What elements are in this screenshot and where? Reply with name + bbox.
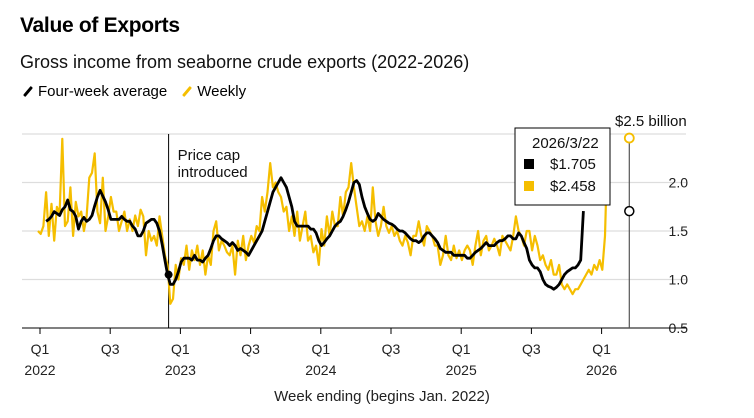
y-tick-label: 1.5 — [669, 223, 689, 239]
x-tick-label-year: 2024 — [305, 362, 336, 378]
y-tick-label: 1.0 — [669, 272, 689, 288]
price-cap-label-line1: Price cap — [178, 147, 241, 164]
price-cap-point — [164, 270, 173, 279]
legend-item-average: Four-week average — [20, 83, 167, 100]
x-tick-label-quarter: Q1 — [171, 341, 190, 357]
tooltip-average-value: $1.705 — [550, 156, 596, 173]
x-tick-label-quarter: Q1 — [31, 341, 50, 357]
x-tick-label-year: 2025 — [446, 362, 477, 378]
tooltip-swatch-average — [524, 159, 534, 169]
x-tick-label-quarter: Q3 — [241, 341, 260, 357]
chart-subtitle: Gross income from seaborne crude exports… — [20, 52, 470, 72]
x-tick-label-year: 2023 — [165, 362, 196, 378]
tooltip-date: 2026/3/22 — [532, 135, 599, 152]
legend-label-average: Four-week average — [38, 83, 168, 100]
x-tick-label-quarter: Q1 — [592, 341, 611, 357]
y-tick-label: 2.0 — [669, 175, 689, 191]
chart-title: Value of Exports — [20, 14, 180, 37]
legend: Four-week average Weekly — [20, 83, 252, 100]
price-cap-label-line2: introduced — [178, 164, 248, 181]
hover-point-weekly — [623, 132, 635, 144]
x-tick-label-quarter: Q3 — [522, 341, 541, 357]
x-axis-title: Week ending (begins Jan. 2022) — [274, 388, 490, 405]
series-average-line — [45, 176, 585, 291]
legend-item-weekly: Weekly — [179, 83, 246, 100]
hover-point-average — [624, 205, 635, 217]
x-tick-label-quarter: Q3 — [382, 341, 401, 357]
x-tick-label-quarter: Q1 — [311, 341, 330, 357]
legend-label-weekly: Weekly — [197, 83, 247, 100]
tooltip-swatch-weekly — [524, 181, 534, 191]
x-tick-label-quarter: Q3 — [101, 341, 120, 357]
y-unit-label: $2.5 billion — [615, 113, 687, 130]
tooltip-weekly-value: $2.458 — [550, 178, 596, 195]
x-tick-label-year: 2022 — [24, 362, 55, 378]
tooltip: 2026/3/22 $1.705 $2.458 — [514, 127, 611, 206]
x-tick-label-quarter: Q1 — [452, 341, 471, 357]
x-tick-label-year: 2026 — [586, 362, 617, 378]
